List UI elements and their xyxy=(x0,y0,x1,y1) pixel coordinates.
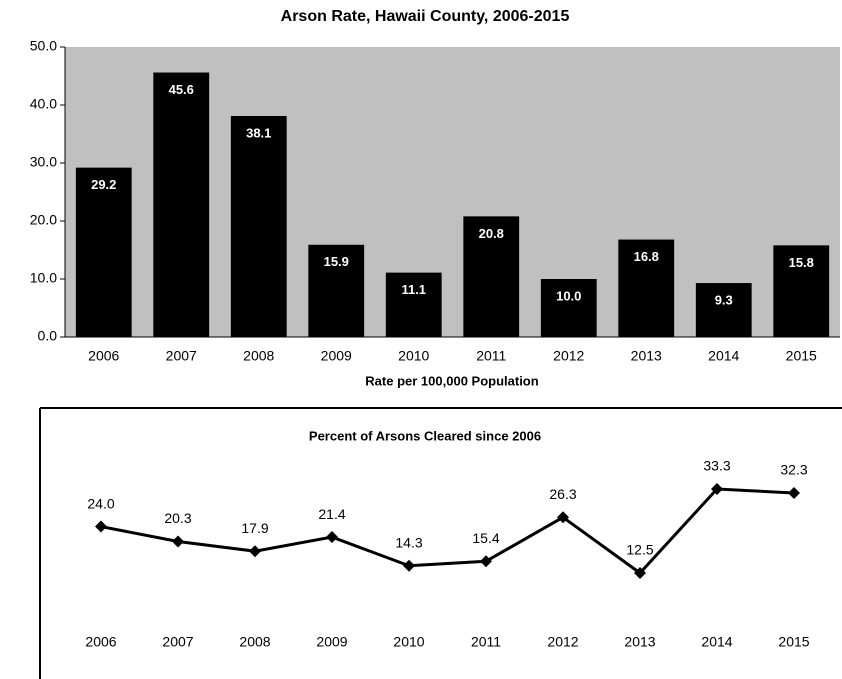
x-tick-label: 2015 xyxy=(786,348,817,364)
marker xyxy=(711,483,723,495)
data-label: 10.0 xyxy=(556,288,581,303)
x-tick-label: 2006 xyxy=(85,634,116,650)
y-tick-label: 20.0 xyxy=(30,212,57,228)
x-tick-label: 2010 xyxy=(393,634,424,650)
x-tick-label: 2008 xyxy=(239,634,270,650)
x-tick-label: 2006 xyxy=(88,348,119,364)
x-axis-label: Rate per 100,000 Population xyxy=(365,373,538,388)
x-tick-label: 2007 xyxy=(166,348,197,364)
bar xyxy=(540,279,597,337)
data-label: 45.6 xyxy=(169,82,194,97)
x-tick-label: 2009 xyxy=(321,348,352,364)
marker xyxy=(634,567,646,579)
marker xyxy=(403,559,415,572)
x-tick-label: 2014 xyxy=(701,634,732,650)
marker xyxy=(480,555,492,568)
x-tick-label: 2013 xyxy=(631,348,662,364)
line xyxy=(100,487,795,575)
y-tick-label: 50.0 xyxy=(30,38,57,54)
chart-title: Percent of Arsons Cleared since 2006 xyxy=(309,428,541,443)
chart-title: Arson Rate, Hawaii County, 2006-2015 xyxy=(281,8,570,25)
marker xyxy=(788,487,800,500)
bar xyxy=(385,272,442,337)
data-label: 17.9 xyxy=(241,520,268,536)
bar xyxy=(230,116,287,338)
x-tick-label: 2008 xyxy=(243,348,274,364)
bar xyxy=(773,245,830,337)
data-label: 32.3 xyxy=(780,462,807,478)
data-label: 16.8 xyxy=(634,249,659,264)
bar xyxy=(308,244,365,337)
data-label: 21.4 xyxy=(318,506,345,522)
marker xyxy=(249,545,261,558)
bar xyxy=(75,167,132,337)
data-label: 9.3 xyxy=(715,292,733,307)
x-tick-label: 2011 xyxy=(471,634,501,650)
y-tick-label: 10.0 xyxy=(30,270,57,286)
x-tick-label: 2012 xyxy=(553,348,584,364)
data-label: 15.8 xyxy=(789,255,814,270)
data-label: 24.0 xyxy=(87,495,114,511)
x-tick-label: 2015 xyxy=(778,634,809,650)
data-label: 15.9 xyxy=(324,254,349,269)
data-label: 29.2 xyxy=(91,177,116,192)
x-tick-label: 2012 xyxy=(547,634,578,650)
data-label: 11.1 xyxy=(401,282,426,297)
x-tick-label: 2011 xyxy=(476,348,506,364)
y-tick-label: 30.0 xyxy=(30,154,57,170)
data-label: 26.3 xyxy=(549,486,576,502)
marker xyxy=(326,531,338,544)
x-tick-label: 2014 xyxy=(708,348,739,364)
bar xyxy=(153,72,210,338)
bar xyxy=(695,283,752,337)
x-tick-label: 2013 xyxy=(624,634,655,650)
y-tick-label: 0.0 xyxy=(38,328,58,344)
x-tick-label: 2007 xyxy=(162,634,193,650)
data-label: 14.3 xyxy=(395,534,422,550)
data-label: 20.8 xyxy=(479,226,504,241)
marker xyxy=(557,511,569,524)
data-label: 33.3 xyxy=(703,458,730,474)
data-label: 12.5 xyxy=(626,542,653,558)
y-tick-label: 40.0 xyxy=(30,96,57,112)
x-tick-label: 2009 xyxy=(316,634,347,650)
data-label: 38.1 xyxy=(246,125,271,140)
x-tick-label: 2010 xyxy=(398,348,429,364)
marker xyxy=(172,535,184,548)
marker xyxy=(95,520,107,533)
bar xyxy=(618,239,675,337)
data-label: 20.3 xyxy=(164,510,191,526)
data-label: 15.4 xyxy=(472,530,499,546)
bar xyxy=(463,216,520,337)
